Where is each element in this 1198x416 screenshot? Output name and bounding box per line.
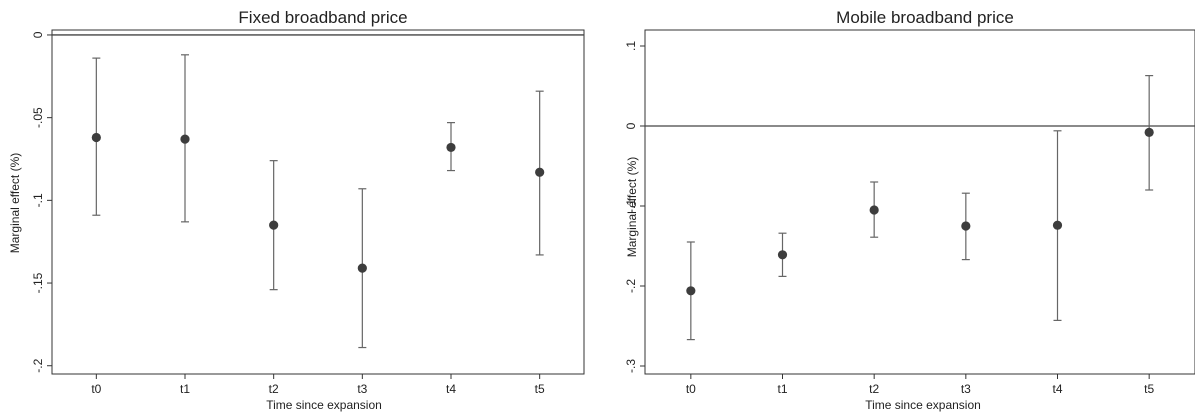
x-tick-label: t4 bbox=[446, 382, 456, 396]
y-tick-label: -.3 bbox=[624, 359, 638, 373]
point-estimate bbox=[1144, 127, 1154, 137]
point-estimate bbox=[686, 286, 696, 296]
point-estimate bbox=[535, 167, 545, 177]
mobile-broadband-chart: Mobile broadband price .1 0 -.1 -.2 -.3 t0 t1 t… bbox=[624, 8, 1195, 412]
x-tick-label: t3 bbox=[357, 382, 367, 396]
chart-title: Fixed broadband price bbox=[238, 8, 407, 27]
y-tick-label: .1 bbox=[624, 41, 638, 51]
x-axis-label: Time since expansion bbox=[266, 398, 382, 412]
point-estimate bbox=[961, 221, 971, 231]
y-tick-label: -.1 bbox=[624, 199, 638, 213]
fixed-broadband-chart: Fixed broadband price 0 -.05 -.1 -.15 -.2 t0 t… bbox=[8, 8, 585, 412]
point-estimate bbox=[180, 134, 190, 144]
y-axis-label: Marginal effect (%) bbox=[625, 157, 639, 257]
y-tick-label: 0 bbox=[624, 122, 638, 129]
chart-title: Mobile broadband price bbox=[836, 8, 1014, 27]
y-tick-label: -.05 bbox=[31, 107, 45, 128]
point-estimate bbox=[1052, 220, 1063, 230]
point-estimate bbox=[777, 250, 788, 260]
plot-area: 0 -.05 -.1 -.15 -.2 t0 t1 t2 t3 t4 t5 bbox=[31, 29, 585, 396]
y-tick-label: -.2 bbox=[31, 358, 45, 372]
point-estimate bbox=[91, 132, 101, 143]
x-tick-label: t5 bbox=[535, 382, 545, 396]
point-estimate bbox=[869, 205, 879, 215]
x-tick-label: t0 bbox=[91, 382, 101, 396]
x-tick-label: t1 bbox=[180, 382, 190, 396]
y-tick-label: 0 bbox=[31, 31, 45, 38]
point-estimate bbox=[446, 142, 456, 153]
y-axis-label: Marginal effect (%) bbox=[8, 153, 22, 253]
y-tick-label: -.15 bbox=[31, 272, 45, 293]
x-tick-label: t3 bbox=[961, 382, 971, 396]
x-tick-label: t1 bbox=[777, 382, 787, 396]
point-estimate bbox=[269, 220, 279, 230]
plot-area: .1 0 -.1 -.2 -.3 t0 t1 t2 t3 t4 t5 bbox=[624, 29, 1195, 396]
y-tick-label: -.2 bbox=[624, 279, 638, 293]
x-tick-label: t0 bbox=[686, 382, 696, 396]
plot-frame bbox=[644, 29, 1195, 375]
x-tick-label: t5 bbox=[1144, 382, 1154, 396]
point-estimate bbox=[357, 263, 367, 273]
x-axis-label: Time since expansion bbox=[865, 398, 981, 412]
x-tick-label: t4 bbox=[1052, 382, 1062, 396]
x-tick-label: t2 bbox=[869, 382, 879, 396]
plot-frame bbox=[51, 29, 585, 375]
x-tick-label: t2 bbox=[269, 382, 279, 396]
y-tick-label: -.1 bbox=[31, 193, 45, 207]
